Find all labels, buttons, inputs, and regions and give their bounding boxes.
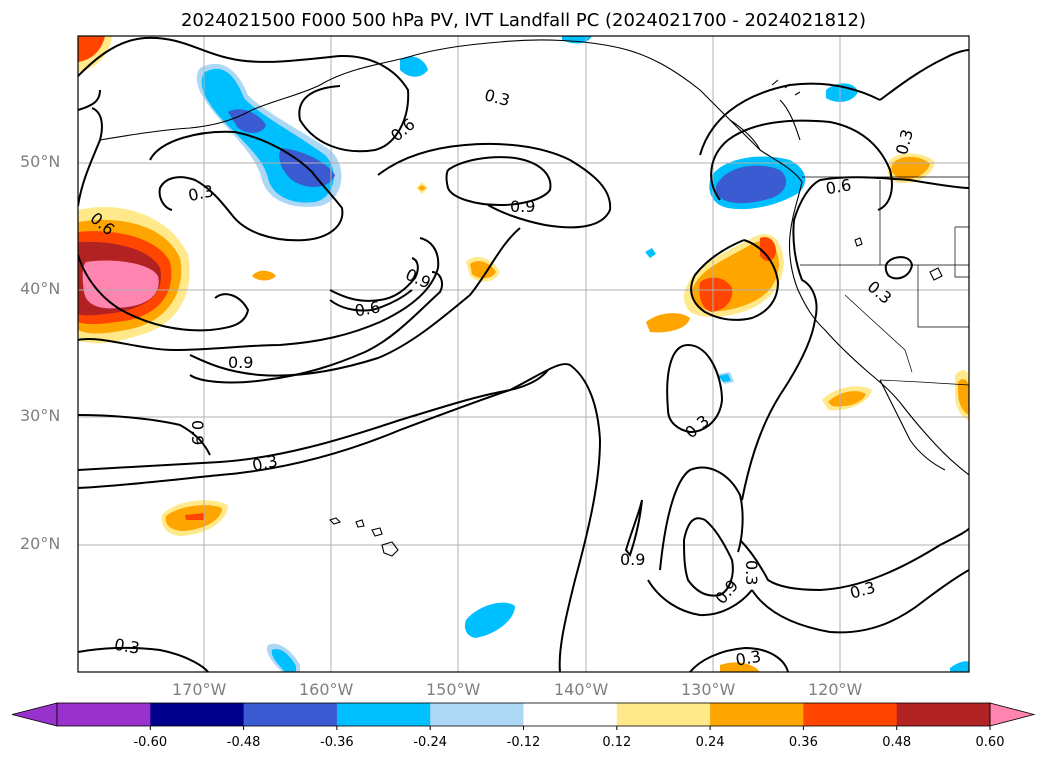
colorbar-tick-label: -0.24 — [413, 735, 447, 750]
contour-label: 0.9 — [510, 197, 535, 216]
contour-line — [647, 579, 753, 617]
colorbar-extend-high — [989, 702, 1036, 727]
contour-label: 0.6 — [353, 297, 381, 320]
contour-line — [445, 156, 552, 207]
colorbar-tick-label: 0.24 — [695, 735, 725, 750]
colorbar-segment — [243, 703, 338, 726]
colorbar-tick-label: 0.36 — [788, 735, 818, 750]
gridlines — [78, 36, 969, 672]
colorbar-segment — [430, 703, 524, 726]
contour-line — [78, 369, 549, 471]
lon-label: 150°W — [426, 680, 481, 699]
contour-line — [78, 237, 440, 352]
colorbar-tick-label: -0.60 — [133, 735, 168, 750]
contour-label: 0.9 — [228, 353, 253, 372]
contour-line — [689, 646, 789, 672]
colorbar-segment — [336, 703, 431, 726]
contour-label: 0.3 — [742, 560, 761, 585]
contour-line — [78, 89, 101, 111]
contour-line — [78, 363, 602, 672]
contour-label: 0.6 — [824, 175, 852, 198]
contour-line — [189, 227, 521, 377]
contour-line — [879, 49, 969, 101]
contour-line — [78, 414, 211, 456]
contour-line — [884, 256, 914, 280]
colorbar-segment — [150, 703, 245, 726]
contour-label: 0.3 — [250, 451, 279, 475]
borders — [800, 176, 969, 386]
map-background — [78, 36, 969, 672]
colorbar-tick-label: 0.12 — [602, 735, 632, 750]
contour-label: 0.9 — [188, 420, 207, 445]
lon-label: 140°W — [554, 680, 609, 699]
contour-line — [329, 289, 413, 312]
colorbar-tick-label: -0.12 — [506, 735, 541, 750]
colorbar-tick-label: 0.60 — [975, 735, 1005, 750]
lat-label: 30°N — [20, 406, 61, 425]
contour-line — [741, 176, 969, 501]
contour-line — [78, 36, 410, 153]
contour-line — [149, 130, 344, 242]
colorbar-segment — [896, 703, 991, 726]
contour-line — [690, 239, 780, 321]
contour-line — [624, 499, 643, 558]
lon-label: 170°W — [172, 680, 227, 699]
colorbar-segment — [710, 703, 804, 726]
filled-regions — [78, 36, 969, 672]
colorbar-tick-label: -0.48 — [226, 735, 261, 750]
coastlines — [99, 39, 969, 557]
contour-label: 0.3 — [734, 647, 762, 670]
colorbar-segment — [57, 703, 151, 726]
contour-line — [666, 343, 724, 434]
lon-label: 160°W — [299, 680, 354, 699]
contour-line — [329, 257, 419, 302]
contour-line — [683, 517, 734, 597]
lat-label: 40°N — [20, 279, 61, 298]
colorbar — [11, 702, 1036, 730]
contour-line — [78, 107, 103, 207]
contour-line — [739, 527, 969, 592]
pink-core — [82, 260, 159, 309]
contour-line — [377, 142, 612, 229]
contour-line — [751, 569, 969, 634]
colorbar-tick-label: -0.36 — [320, 735, 354, 750]
lon-label: 120°W — [808, 680, 863, 699]
colorbar-tick-label: 0.48 — [882, 735, 912, 750]
lat-label: 50°N — [20, 152, 61, 171]
lat-label: 20°N — [20, 534, 61, 553]
contour-label: 0.9 — [620, 550, 645, 569]
contour-line — [78, 254, 250, 332]
contour-line — [78, 646, 209, 672]
colorbar-extend-low — [11, 702, 58, 727]
colorbar-segment — [616, 703, 711, 726]
colorbar-segment — [523, 703, 618, 726]
colorbar-segment — [803, 703, 898, 726]
contour-label: 0.3 — [113, 635, 141, 658]
contour-lines — [78, 36, 969, 672]
contour-line — [659, 466, 744, 571]
map-frame — [77, 35, 970, 673]
contour-line — [189, 271, 443, 384]
map-title: 2024021500 F000 500 hPa PV, IVT Landfall… — [180, 10, 867, 31]
contour-line — [699, 82, 881, 156]
lon-label: 130°W — [681, 680, 736, 699]
contour-label: 0.3 — [186, 181, 215, 205]
